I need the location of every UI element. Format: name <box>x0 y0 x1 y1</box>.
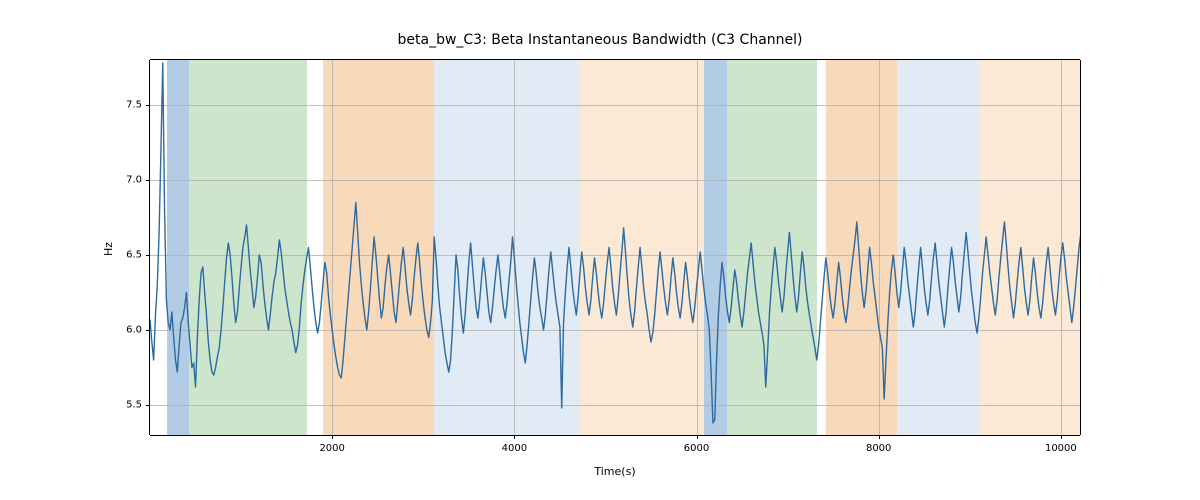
y-tick-label: 7.0 <box>112 175 142 186</box>
plot-axes: 2000400060008000100005.56.06.57.07.5 <box>150 60 1080 435</box>
y-tick <box>146 255 150 256</box>
x-tick <box>514 435 515 439</box>
x-axis-label-text: Time(s) <box>594 465 635 478</box>
plot-area <box>150 60 1080 435</box>
axes-spine-right <box>1080 60 1081 435</box>
x-tick-label: 8000 <box>866 443 891 454</box>
y-tick-label: 7.5 <box>112 100 142 111</box>
axes-spine-left <box>149 60 150 435</box>
y-tick-label: 6.0 <box>112 325 142 336</box>
x-tick <box>879 435 880 439</box>
x-tick <box>332 435 333 439</box>
figure: beta_bw_C3: Beta Instantaneous Bandwidth… <box>0 0 1200 500</box>
x-tick-label: 2000 <box>319 443 344 454</box>
x-tick-label: 4000 <box>502 443 527 454</box>
x-tick <box>697 435 698 439</box>
x-tick-label: 10000 <box>1045 443 1077 454</box>
chart-title: beta_bw_C3: Beta Instantaneous Bandwidth… <box>0 32 1200 48</box>
chart-title-text: beta_bw_C3: Beta Instantaneous Bandwidth… <box>398 32 803 48</box>
y-tick <box>146 180 150 181</box>
x-tick <box>1061 435 1062 439</box>
y-tick-label: 6.5 <box>112 250 142 261</box>
series-line <box>150 60 1080 435</box>
y-tick <box>146 330 150 331</box>
y-tick <box>146 105 150 106</box>
axes-spine-top <box>150 59 1080 60</box>
x-axis-label: Time(s) <box>150 465 1080 478</box>
axes-spine-bottom <box>150 435 1080 436</box>
x-tick-label: 6000 <box>684 443 709 454</box>
y-tick <box>146 405 150 406</box>
y-tick-label: 5.5 <box>112 400 142 411</box>
